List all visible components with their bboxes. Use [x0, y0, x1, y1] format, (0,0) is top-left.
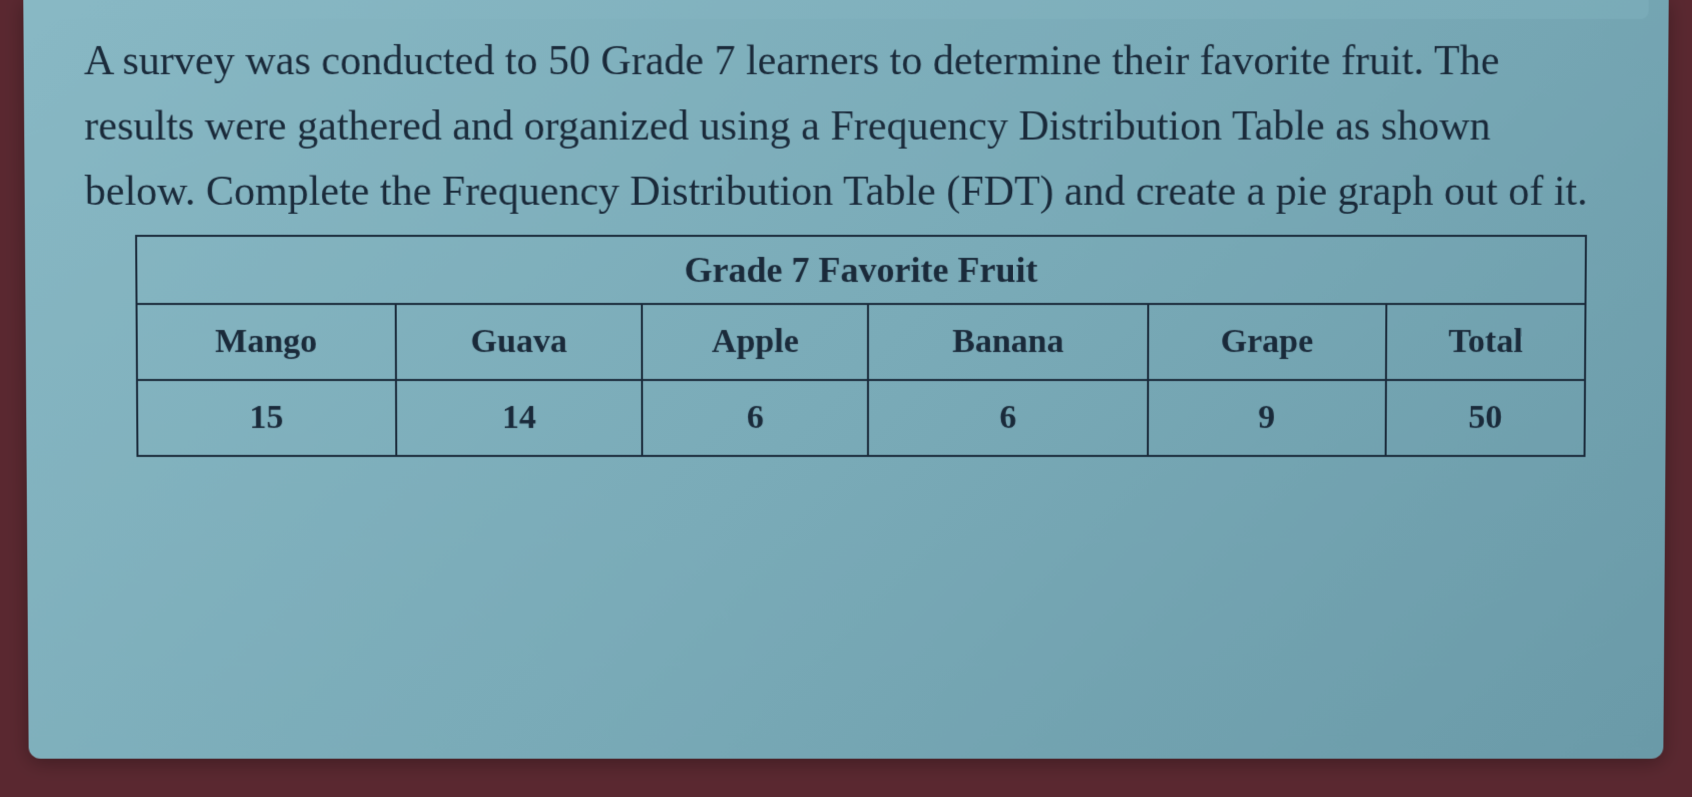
table-data-row: 15 14 6 6 9 50 — [137, 380, 1585, 456]
column-header: Mango — [137, 304, 396, 380]
column-header: Total — [1386, 304, 1586, 380]
table-title: Grade 7 Favorite Fruit — [136, 236, 1586, 304]
column-header: Apple — [642, 304, 868, 380]
data-cell: 15 — [137, 380, 396, 456]
frequency-table-wrapper: Grade 7 Favorite Fruit Mango Guava Apple… — [135, 235, 1587, 457]
column-header: Guava — [395, 304, 642, 380]
data-cell: 50 — [1386, 380, 1585, 456]
column-header: Grape — [1148, 304, 1387, 380]
table-title-row: Grade 7 Favorite Fruit — [136, 236, 1586, 304]
data-cell: 14 — [396, 380, 643, 456]
column-header: Banana — [868, 304, 1147, 380]
frequency-distribution-table: Grade 7 Favorite Fruit Mango Guava Apple… — [135, 235, 1587, 457]
question-text: A survey was conducted to 50 Grade 7 lea… — [74, 19, 1619, 225]
data-cell: 6 — [868, 380, 1147, 456]
slide-container: A survey was conducted to 50 Grade 7 lea… — [23, 0, 1668, 759]
table-header-row: Mango Guava Apple Banana Grape Total — [137, 304, 1586, 380]
data-cell: 6 — [642, 380, 868, 456]
data-cell: 9 — [1147, 380, 1386, 456]
